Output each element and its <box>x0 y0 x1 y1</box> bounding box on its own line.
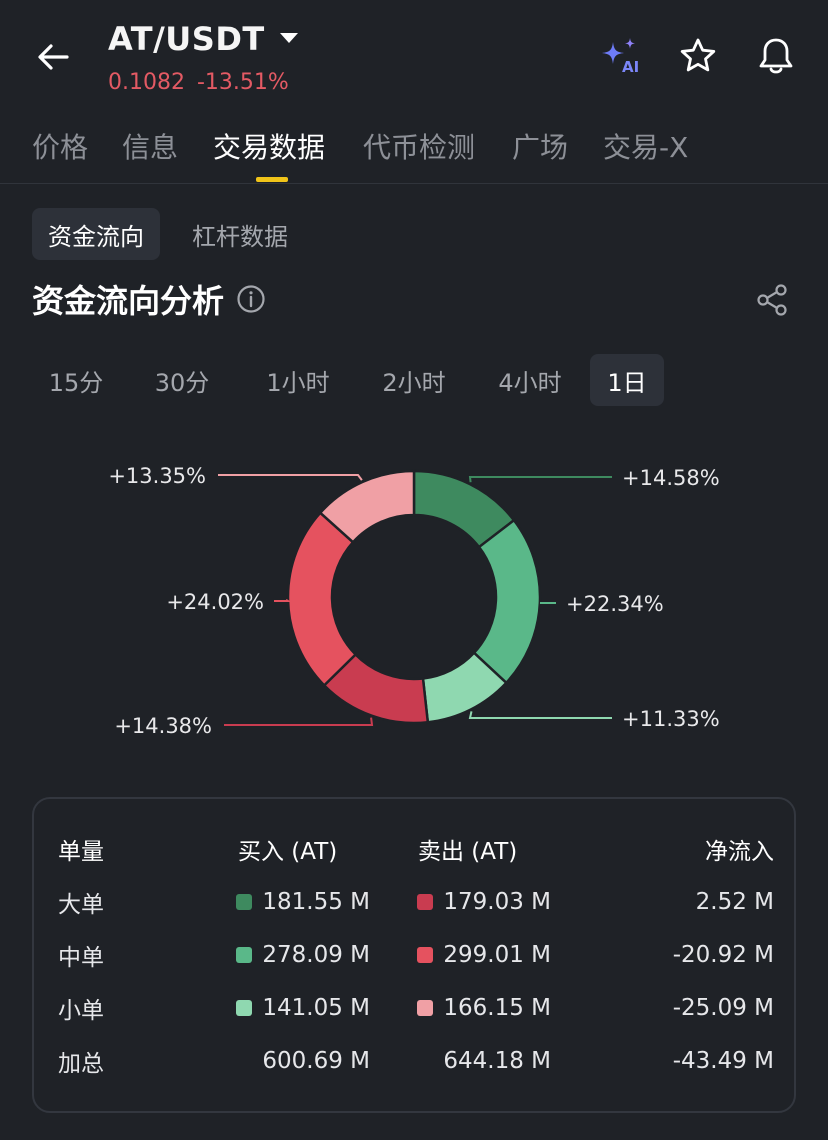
buy-color-swatch <box>236 947 253 963</box>
section-header: 资金流向分析 <box>32 276 266 322</box>
net-total: -43.49 M <box>672 1048 774 1074</box>
period-1h[interactable]: 1小时 <box>266 368 330 397</box>
leader-line <box>274 599 292 602</box>
active-tab-indicator <box>256 177 288 182</box>
fund-flow-donut-chart: +14.58% +22.34% +11.33% +14.38% +24.02% +13.3… <box>0 430 828 770</box>
sell-value: 166.15 M <box>417 988 551 1028</box>
last-price: 0.1082 <box>108 70 185 95</box>
star-icon <box>679 37 717 79</box>
tab-price[interactable]: 价格 <box>32 131 89 164</box>
slice-percent-label: +22.34% <box>566 592 664 616</box>
table-row: 小单 141.05 M 166.15 M -25.09 M <box>34 988 798 1028</box>
slice-percent-label: +13.35% <box>108 464 206 488</box>
ai-sparkle-icon: AI <box>598 34 642 82</box>
leader-line <box>218 474 363 481</box>
bell-icon <box>757 36 795 80</box>
period-1d[interactable]: 1日 <box>590 354 664 406</box>
tab-info[interactable]: 信息 <box>122 131 179 164</box>
slice-medium-sell <box>286 511 358 688</box>
table-total-row: 加总 600.69 M 644.18 M -43.49 M <box>34 1041 798 1081</box>
leader-line <box>468 711 612 719</box>
table-row: 中单 278.09 M 299.01 M -20.92 M <box>34 935 798 975</box>
back-button[interactable] <box>30 36 76 82</box>
info-icon[interactable] <box>236 284 266 314</box>
sell-color-swatch <box>417 947 434 963</box>
buy-color-swatch <box>236 1000 253 1016</box>
period-2h[interactable]: 2小时 <box>382 368 446 397</box>
ai-assistant-button[interactable]: AI <box>598 36 642 80</box>
sell-value: 179.03 M <box>417 882 551 922</box>
header-net-inflow: 净流入 <box>705 839 774 865</box>
fund-flow-table: 单量 买入 (AT) 卖出 (AT) 净流入 大单 181.55 M 179.0… <box>32 797 796 1113</box>
header-buy: 买入 (AT) <box>238 839 338 865</box>
net-value: 2.52 M <box>695 889 774 915</box>
table-header-row: 单量 买入 (AT) 卖出 (AT) 净流入 <box>34 829 798 869</box>
buy-value: 141.05 M <box>236 988 370 1028</box>
tab-token-check[interactable]: 代币检测 <box>363 131 476 164</box>
back-arrow-icon <box>35 39 71 79</box>
top-bar: AT/USDT 0.1082 -13.51% AI <box>0 0 828 110</box>
slice-small-sell <box>318 469 416 544</box>
net-value: -20.92 M <box>672 942 774 968</box>
pair-title: AT/USDT <box>108 20 265 58</box>
period-selector: 15分 30分 1小时 2小时 4小时 1日 <box>32 354 796 406</box>
price-change: -13.51% <box>196 70 289 95</box>
pair-selector[interactable]: AT/USDT 0.1082 -13.51% <box>108 20 299 95</box>
tab-trade-data[interactable]: 交易数据 <box>213 131 326 164</box>
row-label: 大单 <box>58 892 104 918</box>
tab-trade-x[interactable]: 交易-X <box>603 131 689 164</box>
favorite-button[interactable] <box>676 36 720 80</box>
alert-button[interactable] <box>754 36 798 80</box>
header-sell: 卖出 (AT) <box>418 839 518 865</box>
share-icon <box>755 283 789 321</box>
period-15m[interactable]: 15分 <box>48 368 104 397</box>
header-order-size: 单量 <box>58 839 104 865</box>
slice-medium-buy <box>472 518 542 685</box>
sell-total: 644.18 M <box>443 1048 551 1074</box>
sell-value: 299.01 M <box>417 935 551 975</box>
buy-total: 600.69 M <box>262 1048 370 1074</box>
leader-line <box>224 717 374 726</box>
buy-value: 181.55 M <box>236 882 370 922</box>
sell-color-swatch <box>417 1000 434 1016</box>
row-label: 小单 <box>58 998 104 1024</box>
subtab-fund-flow[interactable]: 资金流向 <box>32 208 160 260</box>
main-tabs: 价格 信息 交易数据 代币检测 广场 交易-X <box>0 120 828 184</box>
slice-percent-label: +14.58% <box>622 466 720 490</box>
share-button[interactable] <box>754 284 790 320</box>
ai-badge-text: AI <box>622 58 639 76</box>
donut-svg: +14.58% +22.34% +11.33% +14.38% +24.02% +13.3… <box>108 464 720 738</box>
leader-line <box>468 476 612 483</box>
sell-color-swatch <box>417 894 434 910</box>
period-30m[interactable]: 30分 <box>154 368 210 397</box>
net-value: -25.09 M <box>672 995 774 1021</box>
slice-percent-label: +11.33% <box>622 707 720 731</box>
buy-color-swatch <box>236 894 253 910</box>
table-row: 大单 181.55 M 179.03 M 2.52 M <box>34 882 798 922</box>
row-label: 加总 <box>58 1051 104 1077</box>
dropdown-caret-icon <box>279 30 299 49</box>
row-label: 中单 <box>58 945 104 971</box>
section-title: 资金流向分析 <box>32 282 225 320</box>
sub-tabs: 资金流向 杠杆数据 <box>32 208 304 260</box>
buy-value: 278.09 M <box>236 935 370 975</box>
subtab-margin-data[interactable]: 杠杆数据 <box>192 222 288 251</box>
slice-percent-label: +14.38% <box>114 714 212 738</box>
period-4h[interactable]: 4小时 <box>498 368 562 397</box>
tab-square[interactable]: 广场 <box>512 131 569 164</box>
slice-percent-label: +24.02% <box>166 590 264 614</box>
